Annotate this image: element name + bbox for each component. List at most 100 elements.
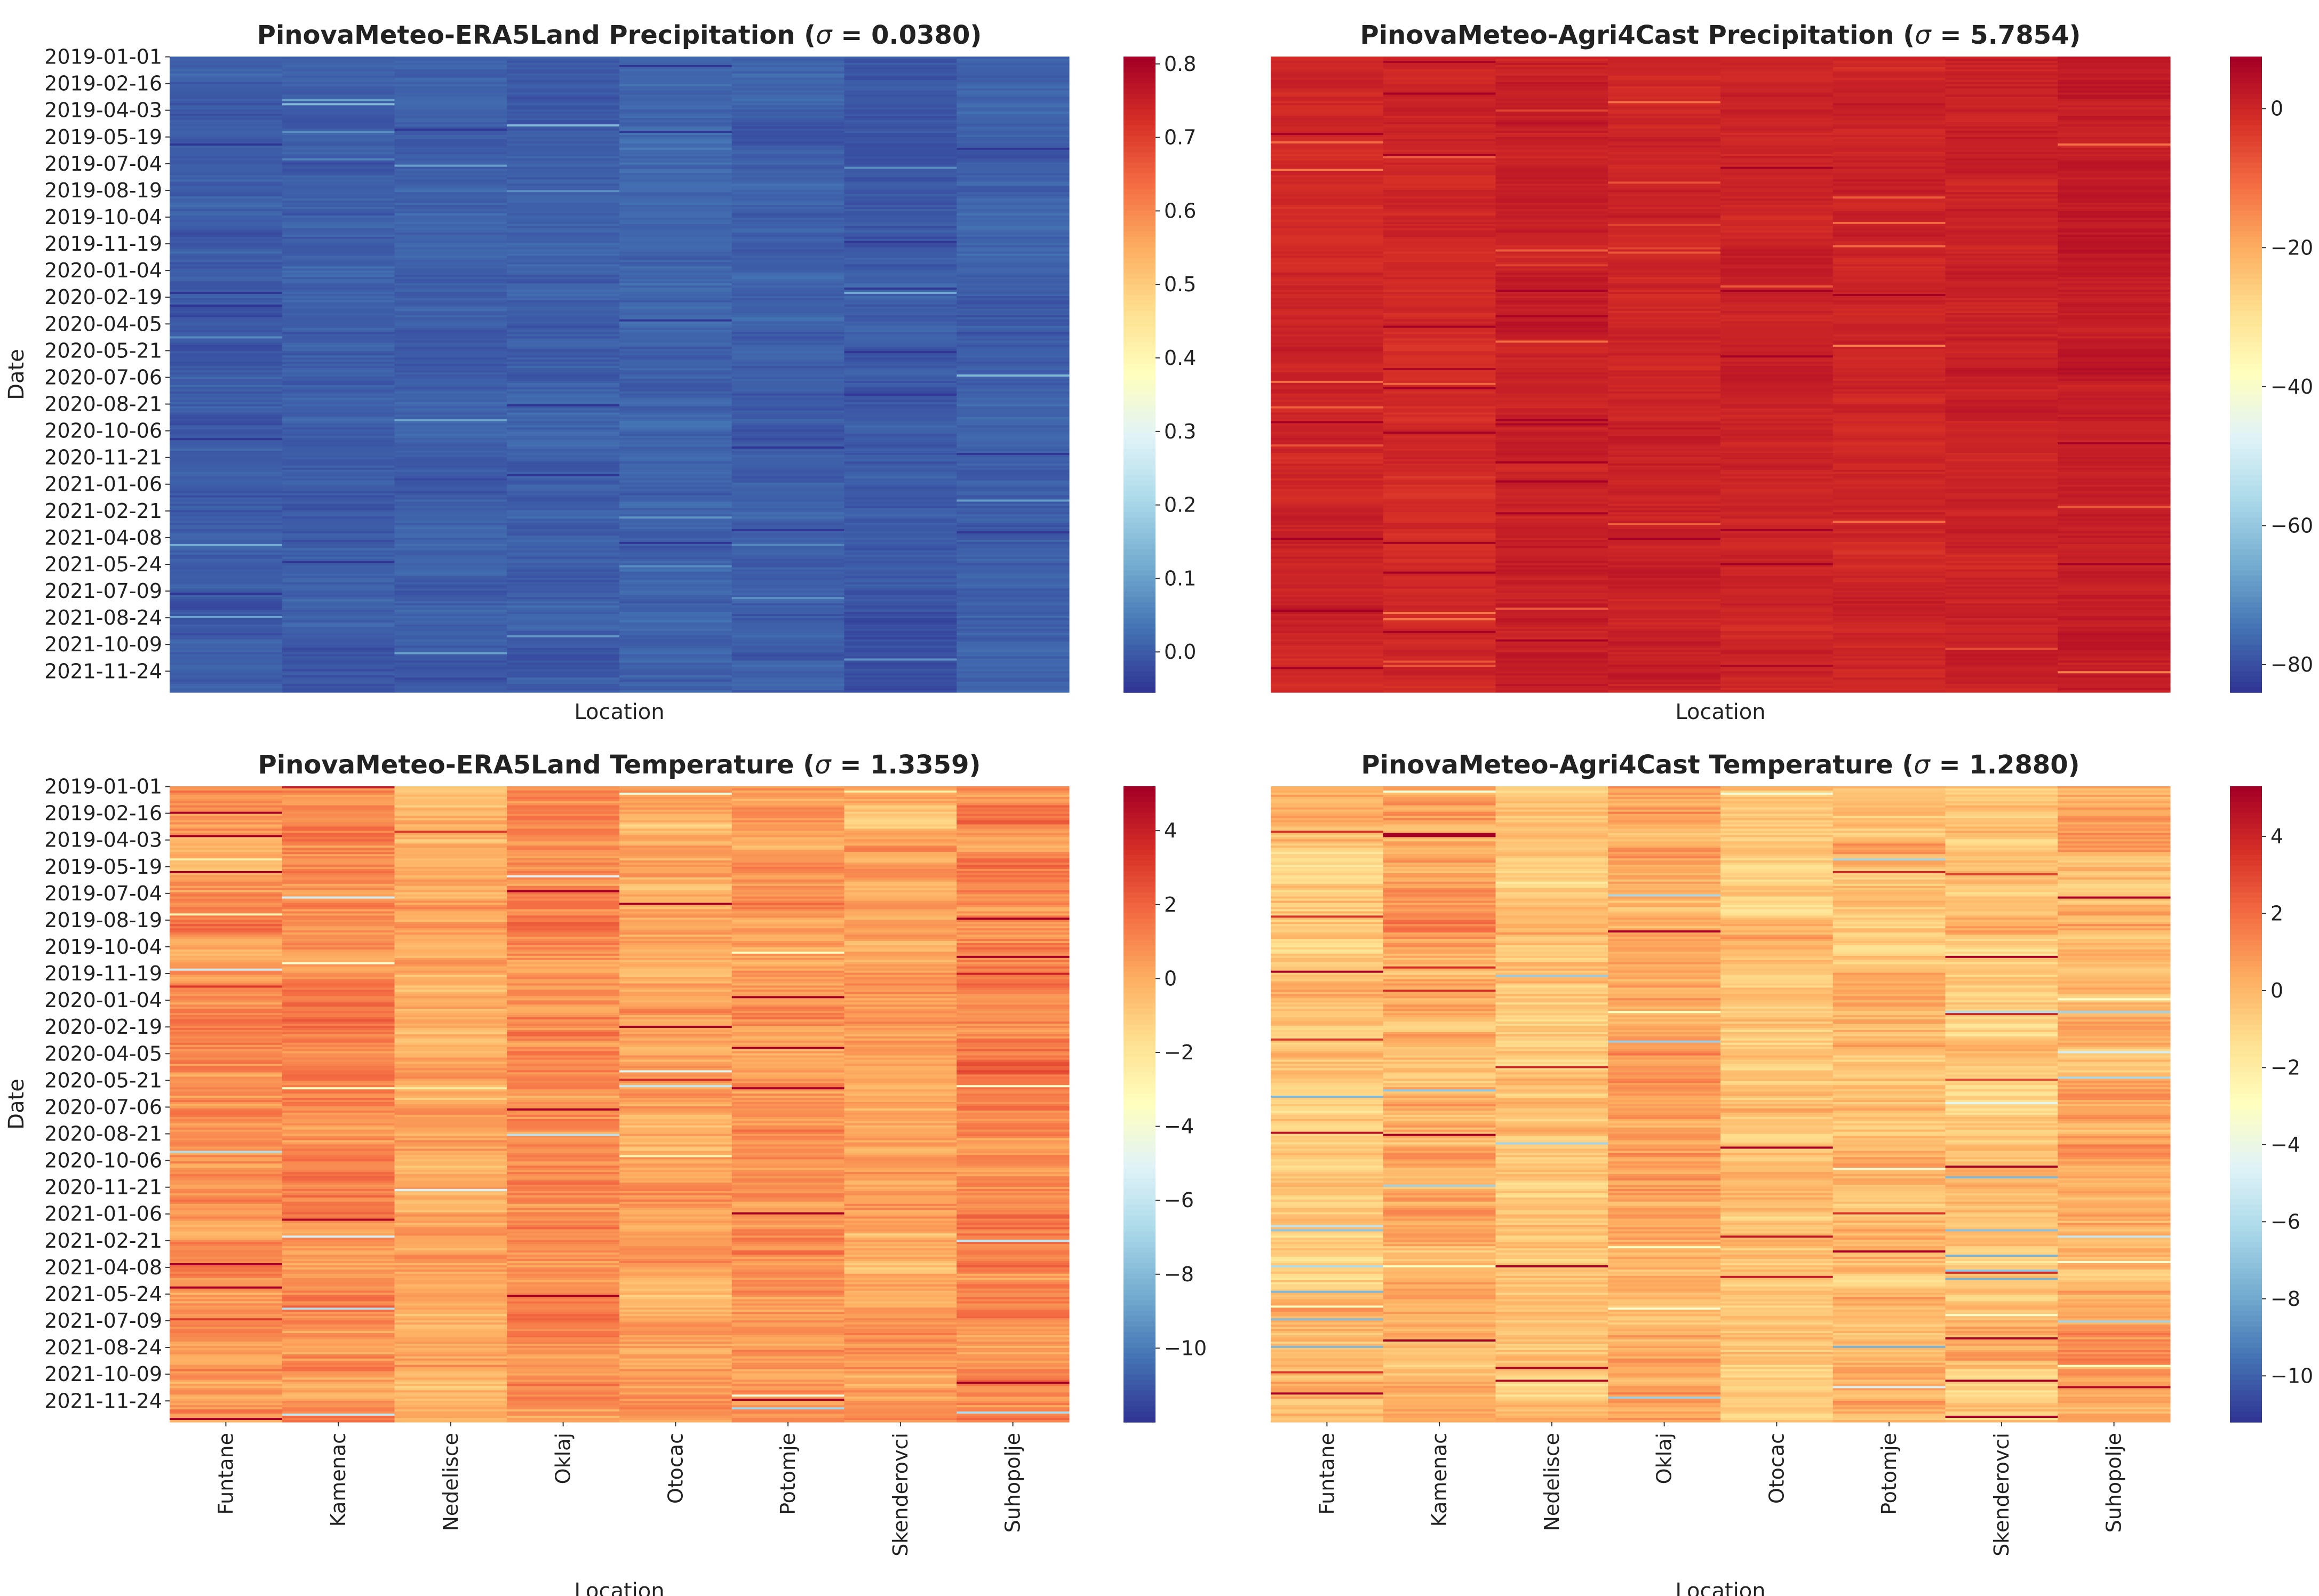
heatmap-cell [2058, 79, 2171, 83]
heatmap-cell [170, 216, 283, 218]
heatmap-cell [394, 474, 507, 477]
heatmap-cell [844, 201, 957, 203]
heatmap-cell [1495, 493, 1608, 496]
heatmap-cell [2058, 402, 2171, 405]
heatmap-cell [1271, 576, 1384, 579]
heatmap-cell [1495, 537, 1608, 540]
heatmap-cell [1720, 219, 1834, 222]
heatmap-cell [2058, 645, 2171, 649]
heatmap-cell [1720, 304, 1834, 307]
heatmap-cell [1383, 116, 1496, 118]
heatmap-cell [2058, 266, 2171, 269]
heatmap-cell [170, 86, 283, 89]
heatmap-cell [1945, 499, 2058, 502]
heatmap-cell [1832, 425, 1946, 428]
colorbar-segment [1123, 183, 1155, 190]
heatmap-cell [1720, 207, 1834, 210]
heatmap-cell [844, 603, 957, 606]
heatmap-cell [1383, 158, 1496, 161]
heatmap-cell [957, 467, 1070, 470]
heatmap-cell [731, 597, 845, 600]
heatmap-cell [1383, 582, 1496, 585]
heatmap-cell [1383, 573, 1496, 577]
heatmap-cell [394, 486, 507, 490]
heatmap-cell [1608, 137, 1721, 140]
heatmap-cell [1945, 436, 2058, 438]
heatmap-cell [731, 319, 845, 322]
heatmap-cell [844, 124, 957, 127]
heatmap-cell [619, 253, 732, 257]
heatmap-cell [1832, 686, 1946, 689]
heatmap-cell [1495, 601, 1608, 604]
heatmap-cell [844, 328, 957, 331]
heatmap-cell [1495, 65, 1608, 68]
heatmap-cell [1832, 618, 1946, 621]
heatmap-cell [1945, 451, 2058, 453]
heatmap-cell [1495, 230, 1608, 233]
heatmap-cell [1720, 406, 1834, 409]
heatmap-cell [619, 145, 732, 148]
heatmap-cell [957, 368, 1070, 371]
heatmap-cell [1383, 677, 1496, 680]
heatmap-cell [1608, 595, 1721, 597]
heatmap-cell [1945, 671, 2058, 674]
heatmap-cell [619, 188, 732, 190]
heatmap-cell [507, 368, 620, 371]
heatmap-cell [957, 652, 1070, 655]
heatmap-cell [2058, 298, 2171, 301]
heatmap-cell [507, 283, 620, 286]
heatmap-cell [2058, 92, 2171, 95]
heatmap-cell [1720, 175, 1834, 178]
heatmap-cell [957, 556, 1070, 560]
heatmap-cell [1495, 126, 1608, 129]
heatmap-cell [619, 308, 732, 312]
colorbar-segment [1123, 162, 1155, 169]
heatmap-cell [1608, 234, 1721, 237]
colorbar-segment [1123, 485, 1155, 492]
heatmap-cell [731, 667, 845, 669]
heatmap-cell [1608, 211, 1721, 214]
heatmap-cell [1383, 643, 1496, 647]
heatmap-cell [731, 677, 845, 680]
heatmap-cell [957, 260, 1070, 263]
colorbar-segment [1123, 602, 1155, 608]
heatmap-cell [844, 677, 957, 680]
heatmap-cell [957, 535, 1070, 538]
heatmap-cell [1832, 181, 1946, 184]
heatmap-cell [1495, 578, 1608, 581]
heatmap-cell [731, 209, 845, 212]
heatmap-cell [282, 525, 395, 528]
heatmap-cell [731, 535, 845, 538]
heatmap-cell [1608, 489, 1721, 492]
heatmap-cell [844, 277, 957, 280]
heatmap-cell [394, 194, 507, 197]
heatmap-cell [844, 565, 957, 568]
heatmap-cell [170, 612, 283, 615]
heatmap-cell [394, 340, 507, 343]
heatmap-cell [507, 533, 620, 536]
colorbar-segment [1123, 422, 1155, 428]
heatmap-cell [394, 181, 507, 184]
heatmap-cell [394, 643, 507, 647]
heatmap-cell [1720, 266, 1834, 269]
heatmap-cell [1945, 364, 2058, 366]
heatmap-cell [1383, 156, 1496, 159]
heatmap-cell [844, 461, 957, 464]
heatmap-cell [507, 658, 620, 661]
heatmap-cell [844, 226, 957, 229]
heatmap-cell [731, 270, 845, 273]
heatmap-cell [1383, 550, 1496, 553]
heatmap-cell [1271, 321, 1384, 324]
heatmap-cell [1495, 442, 1608, 445]
heatmap-cell [1383, 325, 1496, 329]
heatmap-cell [2058, 304, 2171, 307]
heatmap-cell [394, 380, 507, 384]
heatmap-cell [507, 395, 620, 398]
heatmap-cell [731, 391, 845, 394]
heatmap-cell [1720, 192, 1834, 195]
heatmap-cell [1271, 480, 1384, 483]
heatmap-cell [1495, 217, 1608, 220]
heatmap-cell [170, 590, 283, 593]
heatmap-cell [731, 671, 845, 674]
heatmap-cell [1720, 552, 1834, 555]
